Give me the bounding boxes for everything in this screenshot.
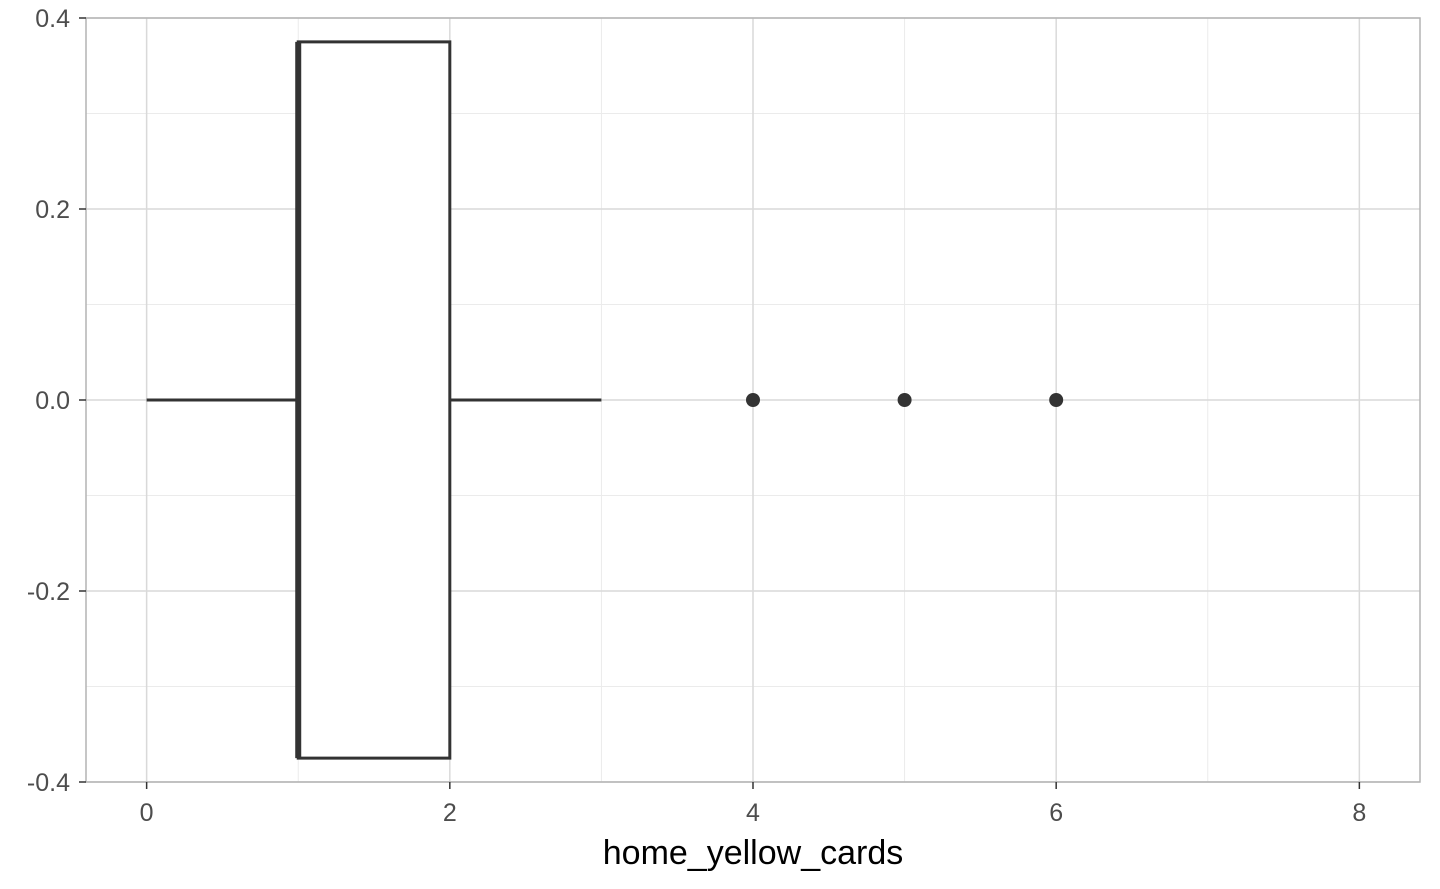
axis-ticks xyxy=(79,17,1361,789)
y-tick-label: -0.2 xyxy=(27,578,70,606)
plot-marks xyxy=(146,40,1064,760)
y-tick-labels: -0.4 -0.2 0.0 0.2 0.4 xyxy=(27,5,70,797)
x-tick-label: 2 xyxy=(443,799,457,827)
outlier-point xyxy=(746,393,760,407)
outlier-point xyxy=(897,393,912,407)
y-tick-label: 0.0 xyxy=(35,387,70,415)
y-tick-label: 0.4 xyxy=(35,5,70,33)
x-tick-label: 8 xyxy=(1352,799,1366,827)
x-axis-title: home_yellow_cards xyxy=(603,834,904,872)
y-tick-label: -0.4 xyxy=(27,769,70,797)
x-tick-label: 6 xyxy=(1049,799,1063,827)
x-tick-label: 4 xyxy=(746,799,760,827)
x-tick-label: 0 xyxy=(140,799,154,827)
y-tick-label: 0.2 xyxy=(35,196,70,224)
outlier-point xyxy=(1049,393,1064,407)
interquartile-box xyxy=(296,40,452,760)
x-tick-labels: 0 2 4 6 8 xyxy=(140,799,1367,827)
